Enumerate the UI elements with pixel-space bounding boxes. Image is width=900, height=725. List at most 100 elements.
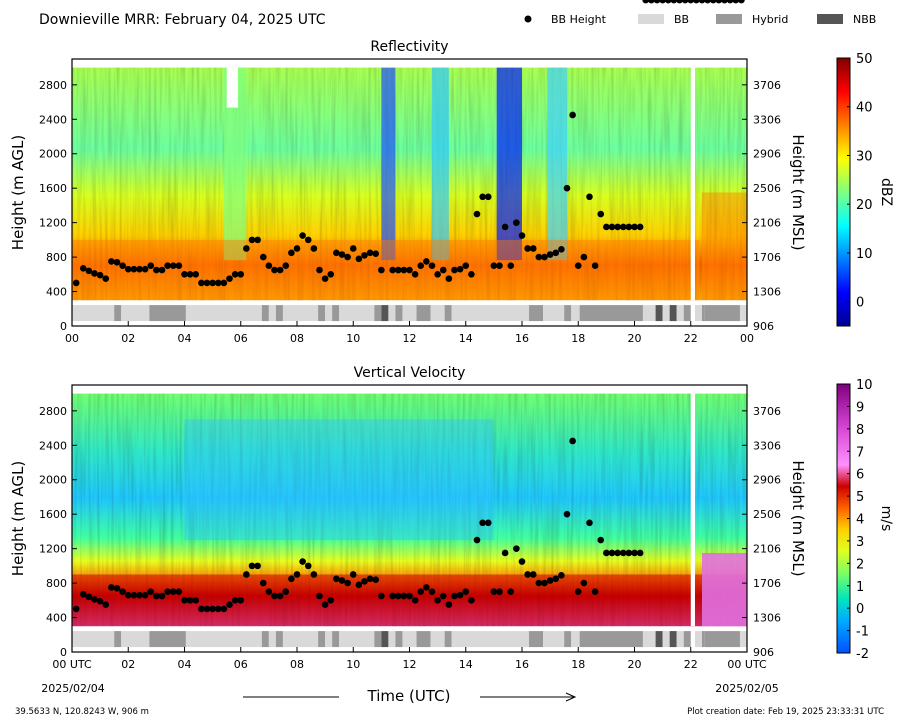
bb-height-point: [445, 275, 453, 282]
y2-tick-label: 1306: [753, 286, 781, 299]
figure-title: Downieville MRR: February 04, 2025 UTC: [39, 12, 326, 28]
bb-height-point: [349, 571, 357, 578]
bb-class-segment: [275, 631, 283, 648]
colorbar-tick-label: 0: [856, 602, 864, 617]
bb-height-point: [451, 266, 458, 274]
legend-label: Hybrid: [752, 13, 788, 26]
y2-tick-label: 906: [753, 320, 774, 333]
legend-item: NBB: [817, 13, 876, 26]
colorbar-tick-label: 2: [856, 557, 864, 572]
bb-class-segment: [332, 305, 340, 322]
bb-height-point: [361, 252, 368, 259]
bb-class-segment: [381, 305, 389, 322]
bb-class-segment: [261, 631, 269, 648]
bb-height-point: [586, 519, 593, 527]
bb-height-point: [591, 262, 599, 270]
legend-swatch: [817, 14, 843, 24]
bb-class-segment: [282, 305, 319, 322]
bb-height-point: [141, 591, 149, 599]
bb-height-point: [169, 588, 177, 596]
bb-height-point: [79, 590, 87, 598]
bb-height-point: [265, 262, 273, 270]
bb-class-segment: [332, 631, 340, 648]
y2-tick-label: 1306: [753, 612, 781, 625]
bb-height-point: [378, 266, 385, 274]
bb-height-point: [552, 575, 560, 583]
bb-height-point: [496, 262, 503, 270]
legend-marker: [524, 15, 532, 23]
field-warm-band: [72, 239, 700, 301]
field-streak: [381, 67, 396, 261]
bb-height-point: [248, 562, 256, 570]
bb-height-point: [237, 271, 245, 278]
bb-height-point: [124, 591, 132, 599]
bb-height-point: [304, 236, 312, 244]
bb-class-segment: [416, 305, 431, 322]
bb-height-point: [479, 193, 486, 201]
bb-class-segment: [642, 305, 656, 322]
bb-height-point: [468, 597, 475, 604]
creation-date-label: Plot creation date: Feb 19, 2025 23:33:3…: [687, 707, 884, 717]
legend-label: NBB: [853, 13, 876, 26]
bb-class-segment: [444, 631, 452, 648]
bb-height-point: [636, 549, 644, 557]
bb-height-point: [473, 210, 481, 218]
bb-height-point: [130, 265, 138, 273]
bb-class-segment: [739, 631, 747, 648]
bb-height-point: [513, 545, 520, 552]
y2-axis-label: Height (m MSL): [789, 134, 807, 250]
bb-height-series: [72, 0, 745, 613]
bb-class-segment: [430, 305, 445, 322]
bb-height-point: [423, 258, 430, 265]
bb-height-point: [574, 588, 582, 596]
bb-height-point: [282, 262, 290, 270]
bb-height-point: [681, 0, 689, 4]
x-tick-label: 08: [290, 332, 304, 345]
bb-height-point: [642, 0, 650, 4]
bb-height-point: [203, 605, 211, 613]
colorbar-tick-label: 0: [856, 296, 864, 311]
bb-height-point: [524, 245, 531, 252]
bb-height-point: [715, 0, 723, 4]
bb-class-segment: [114, 631, 122, 648]
bb-height-point: [721, 0, 728, 4]
bb-class-segment: [325, 305, 333, 322]
bb-height-point: [147, 262, 155, 270]
legend: BB Height BB Hybrid NBB: [524, 13, 876, 26]
bb-height-point: [428, 262, 436, 270]
bb-height-point: [451, 592, 458, 600]
bb-height-point: [344, 253, 351, 261]
y-tick-label: 2000: [39, 474, 67, 487]
y2-tick-label: 3706: [753, 79, 781, 92]
bb-height-point: [608, 223, 616, 231]
bb-class-segment: [676, 305, 684, 322]
bb-height-point: [614, 223, 621, 231]
bb-height-point: [164, 588, 171, 596]
bb-height-point: [355, 255, 363, 263]
bb-height-point: [456, 265, 464, 273]
bb-class-segment: [149, 305, 186, 322]
x-tick-label: 00: [65, 332, 79, 345]
bb-height-point: [113, 584, 121, 592]
bb-height-point: [304, 562, 312, 570]
bb-height-point: [338, 577, 346, 584]
bb-height-point: [72, 605, 80, 613]
bb-height-point: [85, 593, 93, 601]
bb-height-point: [186, 597, 194, 604]
y2-tick-label: 2106: [753, 543, 781, 556]
x-tick-label: 14: [459, 658, 473, 671]
bb-height-point: [226, 275, 233, 282]
bb-height-point: [243, 571, 250, 578]
bb-class-segment: [402, 305, 417, 322]
x-tick-label: 02: [121, 658, 135, 671]
bb-height-point: [603, 549, 610, 557]
bb-height-point: [462, 262, 470, 270]
vertical-velocity-panel: Vertical Velocity04008001200160020002400…: [9, 0, 894, 671]
bb-height-point: [406, 266, 413, 274]
bb-height-point: [310, 245, 318, 252]
x-tick-label: 04: [178, 658, 192, 671]
field-streak: [547, 67, 567, 261]
y2-tick-label: 1706: [753, 577, 781, 590]
bb-height-point: [563, 184, 571, 192]
bb-height-point: [214, 279, 222, 287]
